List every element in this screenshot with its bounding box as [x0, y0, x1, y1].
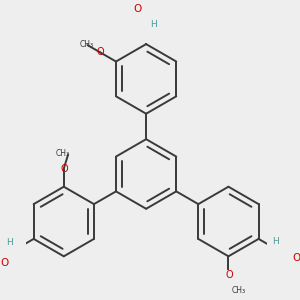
Text: CH₃: CH₃ — [232, 286, 246, 295]
Text: O: O — [225, 270, 233, 280]
Text: CH₃: CH₃ — [56, 148, 70, 158]
Text: CH₃: CH₃ — [79, 40, 94, 49]
Text: O: O — [134, 4, 142, 14]
Text: H: H — [272, 237, 279, 246]
Text: H: H — [7, 238, 13, 247]
Text: O: O — [96, 46, 104, 57]
Text: O: O — [0, 258, 8, 268]
Text: H: H — [150, 20, 157, 28]
Text: O: O — [61, 164, 68, 173]
Text: O: O — [292, 253, 300, 262]
